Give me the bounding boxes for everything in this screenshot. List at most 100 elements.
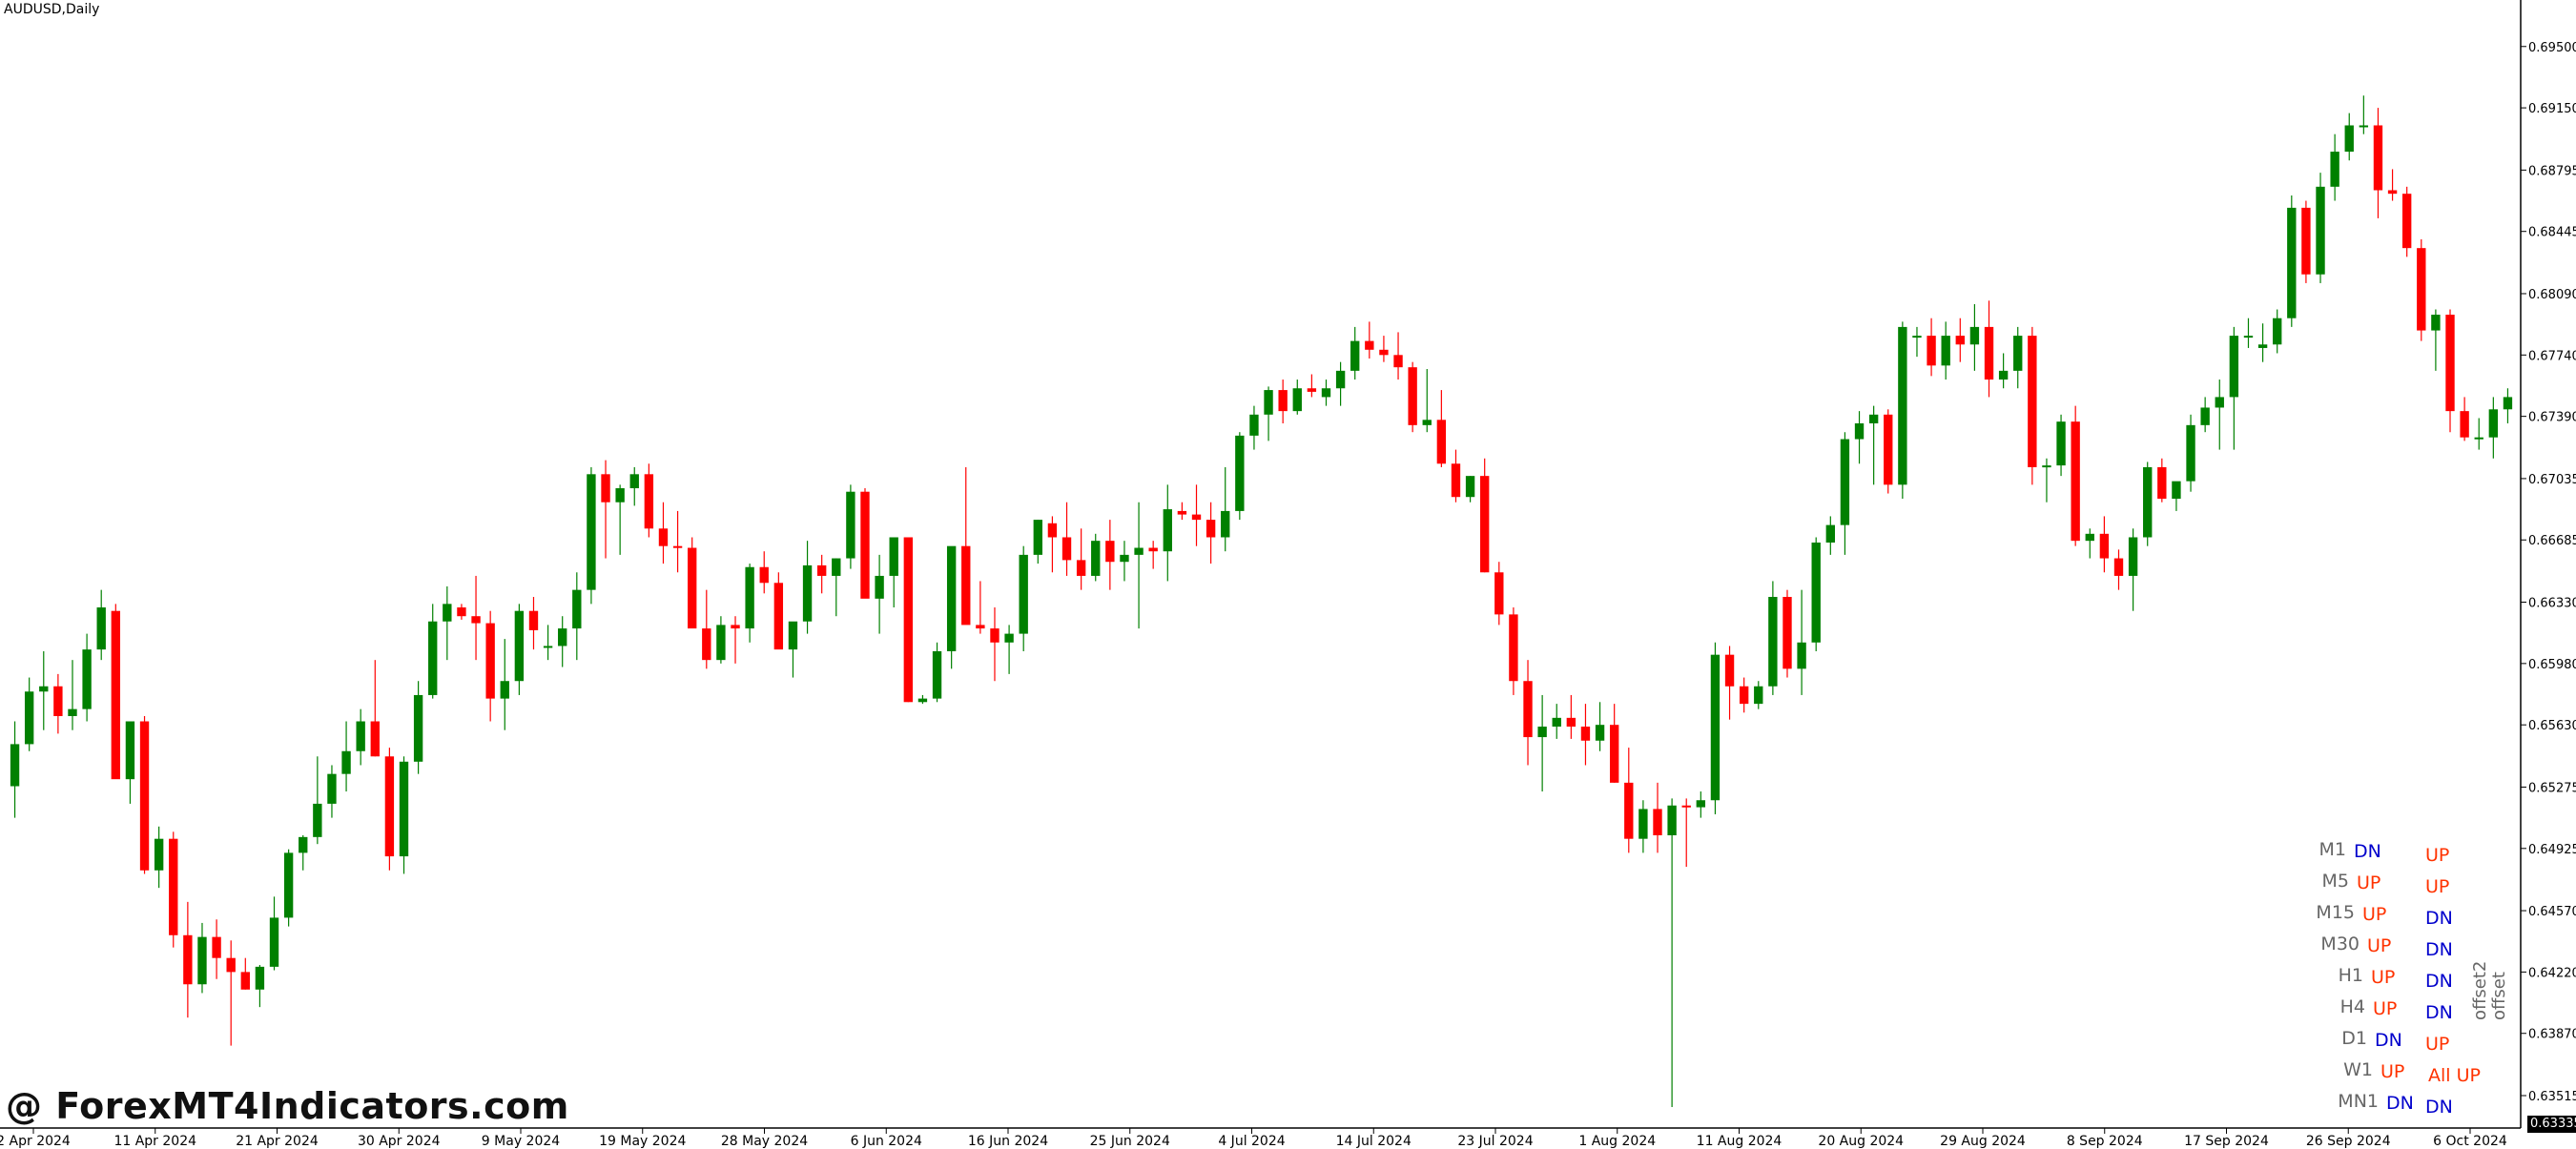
candle: [702, 589, 711, 669]
x-tick-label: 8 Sep 2024: [2067, 1134, 2143, 1149]
candle: [773, 572, 784, 650]
x-tick-label: 4 Jul 2024: [1218, 1134, 1285, 1149]
candle: [1422, 369, 1432, 433]
candle: [1148, 541, 1158, 569]
candle: [125, 721, 135, 804]
y-tick-label: 0.63515: [2528, 1090, 2576, 1104]
candle: [1350, 326, 1360, 380]
candle: [327, 765, 337, 818]
candle-body: [2013, 336, 2023, 371]
candle-body: [1494, 572, 1504, 615]
candle-body: [543, 646, 553, 648]
candle: [10, 721, 20, 818]
mtf-signal-secondary: DN: [2425, 1097, 2453, 1118]
candle: [1321, 380, 1331, 406]
candle-body: [672, 545, 683, 548]
candle-body: [932, 650, 942, 699]
mtf-signal-secondary: UP: [2425, 1034, 2450, 1055]
candle-body: [82, 649, 92, 709]
candle-body: [1566, 717, 1577, 728]
candle: [1868, 405, 1879, 485]
candle: [1580, 704, 1591, 766]
candle: [1120, 541, 1129, 582]
candle: [1653, 782, 1662, 853]
candle: [816, 554, 827, 594]
candle: [2143, 462, 2153, 546]
candle: [875, 554, 884, 634]
candle: [1177, 502, 1187, 521]
candle: [1927, 318, 1936, 377]
candle: [601, 460, 610, 559]
candle-body: [1134, 547, 1144, 555]
candle: [2401, 186, 2412, 257]
candle-body: [1811, 543, 1821, 643]
candle-body: [1422, 420, 1432, 425]
candle-body: [1710, 654, 1721, 801]
candle: [2301, 200, 2311, 283]
x-tick-label: 23 Jul 2024: [1457, 1134, 1533, 1149]
candle-body: [658, 528, 669, 546]
candle: [471, 575, 481, 661]
candle: [413, 681, 423, 774]
candle: [226, 940, 236, 1046]
candle: [1825, 516, 1835, 555]
candle: [1465, 476, 1475, 503]
candle: [1436, 390, 1447, 467]
candle-body: [1941, 336, 1950, 366]
candle: [932, 642, 942, 703]
candle-body: [2200, 407, 2210, 425]
candle: [1365, 321, 1374, 359]
candle: [1206, 502, 1216, 564]
candle-body: [1292, 388, 1302, 412]
candle: [1941, 321, 1950, 380]
candle-body: [2085, 533, 2094, 542]
candle-body: [1754, 686, 1763, 705]
candle-body: [788, 621, 798, 650]
candle: [24, 677, 34, 751]
candle: [572, 572, 582, 661]
candle-body: [1206, 520, 1216, 538]
candle-body: [1868, 414, 1879, 424]
candle: [1566, 694, 1577, 739]
candle-body: [1191, 514, 1202, 521]
candle: [802, 541, 813, 634]
candle: [370, 660, 380, 757]
candle: [356, 708, 365, 766]
candle: [2460, 397, 2469, 441]
candle: [2503, 388, 2513, 424]
candle-body: [299, 836, 308, 853]
x-tick-label: 16 Jun 2024: [968, 1134, 1048, 1149]
candle-body: [471, 616, 481, 624]
candle-body: [1061, 537, 1072, 561]
candle-body: [1091, 541, 1101, 576]
candle-body: [2373, 125, 2383, 191]
candle-body: [1249, 414, 1259, 436]
candle-body: [283, 852, 294, 918]
candle-body: [1609, 725, 1619, 783]
candle: [1408, 361, 1417, 433]
mtf-offset-label: offset: [2489, 972, 2509, 1020]
candle-body: [212, 936, 221, 958]
candle-body: [2287, 207, 2297, 318]
x-tick-label: 20 Aug 2024: [1818, 1134, 1904, 1149]
candle: [2200, 397, 2210, 433]
candle-body: [759, 566, 769, 584]
candle-body: [1768, 596, 1778, 687]
candle-body: [2359, 125, 2369, 128]
candle-body: [731, 625, 740, 629]
candle-body: [111, 610, 121, 780]
candle: [240, 957, 250, 990]
candle-body: [10, 744, 20, 787]
candle-body: [2243, 336, 2254, 339]
candle-body: [1177, 510, 1187, 515]
candle-body: [1393, 355, 1403, 368]
candle: [1249, 405, 1259, 450]
y-tick-label: 0.64220: [2528, 966, 2576, 980]
candle: [457, 604, 466, 620]
candle-body: [1552, 717, 1561, 728]
candle: [672, 510, 683, 573]
candle-body: [2172, 481, 2181, 500]
candle: [1292, 380, 1302, 415]
